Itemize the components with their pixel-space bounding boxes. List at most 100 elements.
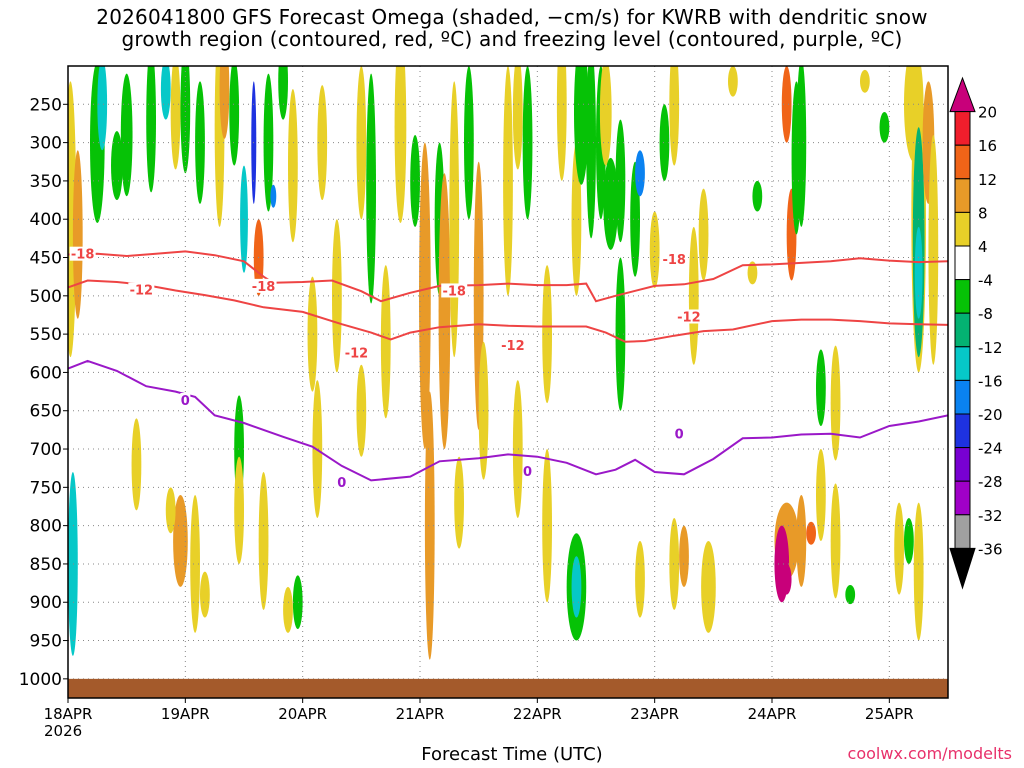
- y-tick-label-750: 750: [30, 478, 62, 498]
- colorbar-label-1: 16: [978, 137, 997, 155]
- contour-line-0: [68, 359, 948, 482]
- omega-cell-22: [317, 85, 328, 201]
- contour-label-bg--12-1: [343, 345, 370, 360]
- x-tick-label-21APR: 21APR: [396, 705, 445, 723]
- colorbar-bin-4: [954, 211, 971, 247]
- y-tick-label-600: 600: [30, 363, 62, 383]
- omega-cell-48: [512, 66, 523, 170]
- colorbar-bin-7: [954, 312, 971, 348]
- omega-shading: [68, 66, 939, 660]
- contour-label-bg-0-3: [674, 426, 685, 441]
- colorbar-bin-12: [954, 480, 971, 516]
- chart-title: 2026041800 GFS Forecast Omega (shaded, −…: [0, 6, 1024, 50]
- contour-label-bg--18-2: [441, 283, 468, 298]
- colorbar-bin-8: [954, 346, 971, 381]
- colorbar-bin-13: [954, 514, 971, 549]
- omega-cell-43: [449, 81, 460, 358]
- plot-border: [67, 65, 949, 699]
- omega-cell-69: [542, 449, 552, 603]
- y-tick-label-850: 850: [30, 555, 62, 575]
- colorbar-label-0: 20: [978, 104, 997, 122]
- contour-label--18-3: -18: [662, 253, 686, 268]
- omega-cell-68: [571, 556, 582, 618]
- colorbar-bin-6: [954, 279, 971, 314]
- omega-cell-9: [170, 66, 181, 170]
- omega-cell-105: [669, 517, 680, 610]
- y-tick-label-950: 950: [30, 632, 62, 652]
- omega-cell-38: [410, 134, 420, 227]
- omega-cell-29: [258, 472, 269, 610]
- colorbar-label-7: -12: [978, 339, 1003, 357]
- omega-cell-97: [914, 226, 923, 319]
- omega-cell-24: [173, 494, 188, 587]
- colorbar-bin-2: [954, 144, 971, 180]
- omega-cell-32: [307, 276, 318, 392]
- omega-cell-101: [747, 261, 758, 285]
- contour-label--12-3: -12: [677, 311, 701, 326]
- contour-lines: -18 -18 -18 -18 -12 -12 -12 -12 0 0 0 0: [68, 246, 948, 491]
- x-tick-label-25APR: 25APR: [865, 705, 914, 723]
- omega-cell-26: [200, 571, 210, 618]
- omega-cell-58: [615, 119, 626, 243]
- omega-cell-30: [283, 586, 293, 633]
- colorbar-bin-3: [954, 178, 971, 213]
- contour-label--18-2: -18: [442, 284, 466, 299]
- omega-cell-31: [292, 575, 303, 630]
- colorbar-bin-1: [954, 111, 971, 146]
- omega-cell-62: [649, 211, 660, 289]
- omega-cell-13: [219, 66, 230, 139]
- omega-cell-90: [860, 69, 870, 93]
- colorbar-bin-0: [949, 76, 976, 113]
- y-tick-label-700: 700: [30, 440, 62, 460]
- plot-frame: [67, 65, 949, 699]
- contour-label--12-0: -12: [130, 284, 154, 299]
- omega-cell-2: [72, 150, 83, 319]
- ground-surface: [68, 678, 948, 698]
- y-tick-label-1000: 1000: [19, 670, 62, 690]
- contour-label-bg--18-3: [661, 252, 688, 267]
- omega-cell-100: [928, 134, 939, 365]
- omega-cell-89: [845, 585, 856, 605]
- omega-cell-8: [160, 66, 171, 120]
- omega-cell-11: [195, 81, 205, 204]
- colorbar-bin-9: [954, 379, 971, 415]
- y-tick-label-450: 450: [30, 249, 62, 269]
- omega-cell-91: [879, 111, 890, 143]
- contour-line--12: [68, 279, 948, 343]
- contour-label-0-0: 0: [181, 394, 190, 409]
- omega-cell-35: [366, 73, 376, 304]
- contour-label-0-1: 0: [337, 476, 346, 491]
- omega-cell-1: [68, 472, 78, 656]
- y-tick-label-650: 650: [30, 402, 62, 422]
- omega-cell-37: [394, 66, 407, 224]
- contour-label-0-3: 0: [675, 428, 684, 443]
- omega-cell-72: [356, 364, 367, 457]
- contour-label-0-2: 0: [523, 465, 532, 480]
- colorbar-bin-11: [954, 447, 971, 482]
- omega-cell-87: [830, 345, 841, 461]
- y-tick-label-550: 550: [30, 325, 62, 345]
- contour-line--18: [68, 250, 948, 303]
- x-axis: 18APR 19APR 20APR 21APR 22APR 23APR 24APR 25APR: [44, 698, 914, 723]
- omega-cell-34: [356, 66, 367, 220]
- omega-cell-10: [180, 66, 191, 174]
- omega-cell-85: [816, 349, 826, 427]
- x-axis-year-label: 2026: [44, 722, 83, 740]
- omega-cell-15: [240, 165, 248, 273]
- omega-cell-93: [904, 517, 914, 564]
- omega-cell-71: [454, 456, 464, 549]
- omega-cell-61: [635, 150, 645, 197]
- omega-cell-54: [586, 66, 596, 239]
- x-tick-label-19APR: 19APR: [161, 705, 210, 723]
- omega-cell-86: [816, 449, 826, 541]
- colorbar-label-2: 12: [978, 171, 997, 189]
- omega-cell-99: [913, 502, 924, 641]
- omega-cell-102: [728, 66, 738, 97]
- contour-label-bg--12-0: [128, 282, 155, 297]
- omega-cell-7: [146, 66, 156, 193]
- contour-label--18-1: -18: [252, 280, 276, 295]
- colorbar-label-12: -32: [978, 507, 1003, 525]
- contour-label-bg--18-1: [250, 278, 277, 293]
- chart-title-line-2: growth region (contoured, red, ºC) and f…: [121, 27, 903, 51]
